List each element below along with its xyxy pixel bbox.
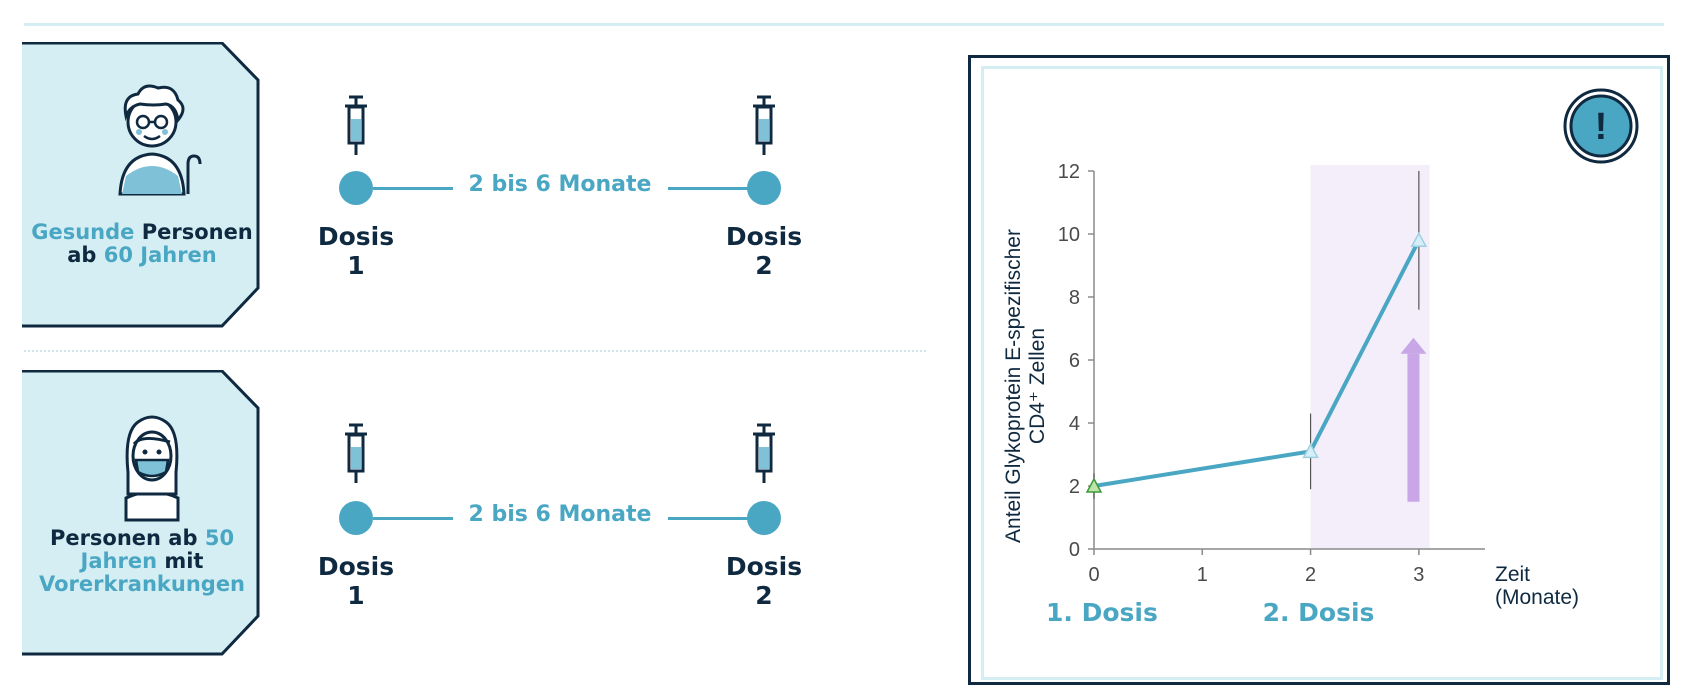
elderly-person-icon bbox=[118, 84, 202, 196]
group-caption: Personen ab 50 Jahren mit Vorerkrankunge… bbox=[22, 527, 262, 596]
group-card-50-comorbid: Personen ab 50 Jahren mit Vorerkrankunge… bbox=[22, 370, 262, 656]
y-axis-label: Anteil Glykoprotein E-spezifischer bbox=[1002, 229, 1025, 543]
dose-word: Dosis bbox=[317, 552, 395, 581]
up-arrow-icon bbox=[1407, 353, 1420, 502]
caption-highlight: Vorerkrankungen bbox=[38, 572, 246, 596]
alert-symbol: ! bbox=[1595, 106, 1608, 148]
y-tick-label: 6 bbox=[1069, 350, 1080, 372]
y-tick-label: 10 bbox=[1058, 224, 1080, 246]
y-tick-label: 0 bbox=[1069, 539, 1080, 561]
timeline-line bbox=[373, 187, 453, 190]
dose-number: 1 bbox=[347, 581, 365, 610]
caption-highlight: Gesunde bbox=[31, 220, 135, 244]
syringe-icon bbox=[345, 423, 367, 483]
chart-panel-inner-border bbox=[981, 66, 1663, 680]
masked-person-icon bbox=[124, 415, 180, 522]
timeline-line bbox=[668, 517, 748, 520]
x-tick-label: 1 bbox=[1197, 564, 1208, 586]
dose-number: 2 bbox=[755, 251, 773, 280]
timeline-group-2: 2 bis 6 Monate Dosis 1 Dosis 2 bbox=[300, 420, 860, 620]
x-axis-label: (Monate) bbox=[1495, 586, 1579, 609]
dose-number: 2 bbox=[755, 581, 773, 610]
interval-label: 2 bis 6 Monate bbox=[468, 172, 652, 197]
timeline-line bbox=[373, 517, 453, 520]
x-axis-label: Zeit bbox=[1495, 563, 1530, 586]
timeline-group-1: 2 bis 6 Monate Dosis 1 Dosis 2 bbox=[300, 90, 860, 290]
syringe-icon bbox=[345, 95, 367, 155]
alert-exclamation-icon: ! bbox=[1563, 88, 1639, 164]
top-divider bbox=[24, 23, 1664, 26]
section-divider bbox=[24, 350, 926, 352]
timeline-line bbox=[668, 187, 748, 190]
caption-highlight: Jahren bbox=[80, 549, 158, 573]
y-tick-label: 8 bbox=[1069, 287, 1080, 309]
dose-marker bbox=[339, 171, 373, 205]
dose-marker bbox=[747, 501, 781, 535]
caption-text: Personen ab bbox=[49, 526, 205, 550]
dose-1-label: Dosis 1 bbox=[301, 222, 411, 280]
syringe-icon bbox=[753, 423, 775, 483]
interval-label: 2 bis 6 Monate bbox=[468, 502, 652, 527]
dose-number: 1 bbox=[347, 251, 365, 280]
caption-highlight: 50 bbox=[204, 526, 235, 550]
syringe-icon bbox=[753, 95, 775, 155]
dose-word: Dosis bbox=[725, 552, 803, 581]
x-tick-label: 2 bbox=[1305, 564, 1316, 586]
y-tick-label: 12 bbox=[1058, 161, 1080, 183]
dose-1-label: Dosis 1 bbox=[301, 552, 411, 610]
caption-highlight: 60 Jahren bbox=[103, 243, 217, 267]
caption-text: Personen bbox=[134, 220, 253, 244]
data-point bbox=[1085, 477, 1103, 493]
data-point bbox=[1410, 231, 1428, 248]
x-tick-label: 3 bbox=[1413, 564, 1424, 586]
data-point bbox=[1302, 442, 1319, 459]
caption-text: mit bbox=[157, 549, 204, 573]
dose-2-label: Dosis 2 bbox=[709, 222, 819, 280]
caption-text: ab bbox=[67, 243, 104, 267]
dose-marker bbox=[339, 501, 373, 535]
dose-2-label: Dosis 2 bbox=[709, 552, 819, 610]
dose-marker bbox=[747, 171, 781, 205]
y-axis-label: CD4⁺ Zellen bbox=[1026, 328, 1049, 444]
x-tick-label: 0 bbox=[1088, 564, 1099, 586]
y-tick-label: 4 bbox=[1069, 413, 1080, 435]
y-tick-label: 2 bbox=[1069, 476, 1080, 498]
dose-word: Dosis bbox=[725, 222, 803, 251]
chart-dose-label: 1. Dosis bbox=[1046, 598, 1158, 627]
up-arrow-head bbox=[1400, 337, 1427, 354]
dose-word: Dosis bbox=[317, 222, 395, 251]
group-caption: Gesunde Personen ab 60 Jahren bbox=[22, 221, 262, 267]
group-card-healthy-60: Gesunde Personen ab 60 Jahren bbox=[22, 42, 262, 328]
chart-dose-label: 2. Dosis bbox=[1262, 598, 1375, 627]
